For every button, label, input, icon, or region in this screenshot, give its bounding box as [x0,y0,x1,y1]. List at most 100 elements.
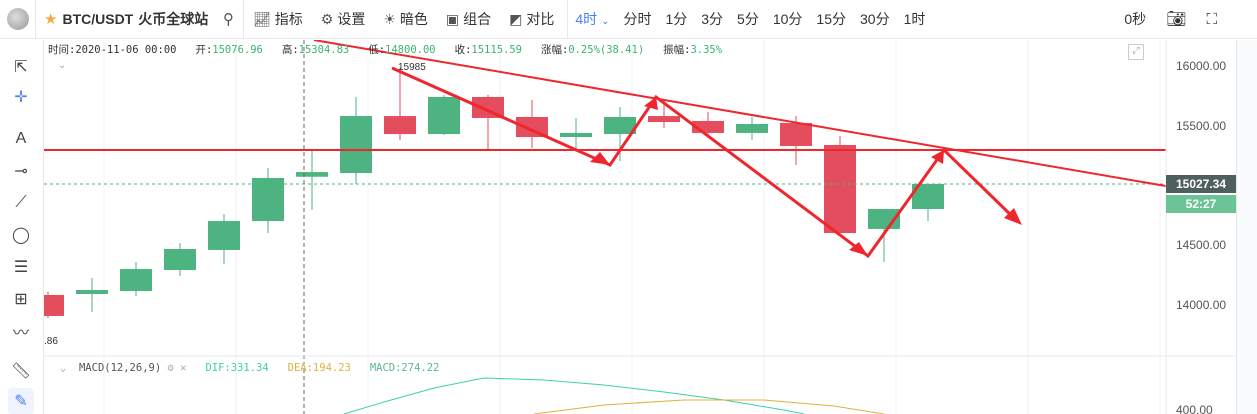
ruler-icon[interactable]: 📏︎ [10,363,32,380]
indicator-button[interactable]: 📈︎ 指标 [244,9,312,29]
price-label: 14000.00 [1176,298,1226,312]
arrow-head [644,97,658,110]
symbol-selector[interactable]: ★ BTC/USDT 火币全球站 [36,9,214,29]
open-value: 15076.96 [212,44,263,56]
grid-icon[interactable]: ⊞ [14,291,28,308]
camera-icon[interactable]: 📷︎ [1166,11,1187,28]
period-tab[interactable]: 30分 [860,11,890,27]
sun-icon: ☀ [383,10,396,27]
settings-label: 设置 [337,11,366,27]
combo-icon: ▣ [445,10,460,27]
macd-dea-line [533,399,885,414]
close-icon[interactable]: ✕ [180,362,187,374]
indicator-label: 指标 [274,11,303,27]
high-value: 15304.83 [298,44,350,56]
arrow-head [931,150,944,164]
exchange-name: 火币全球站 [138,11,209,27]
gear-icon[interactable]: ⚙ [167,362,174,374]
countdown: 0秒 [1124,11,1147,27]
current-price-tag: 15027.34 [1166,175,1236,193]
compare-button[interactable]: ◩ 对比 [500,9,563,29]
period-tab[interactable]: 分时 [623,11,652,27]
candle-body [296,172,328,177]
candle-body [516,117,548,138]
cursor-arrow-icon[interactable]: ⇱ [14,59,28,76]
gear-icon: ⚙ [320,10,334,27]
amplitude-value: 3.35% [690,44,723,56]
change-value: 0.25%(38.41) [568,44,645,56]
period-tab[interactable]: 5分 [737,11,759,27]
compare-icon: ◩ [509,10,523,27]
price-label: 16000.00 [1176,59,1226,73]
candle-body [384,116,416,135]
macd-legend: ⌄ MACD(12,26,9) ⚙ ✕ DIF:331.34 DEA:194.2… [60,362,439,374]
fullscreen-icon[interactable]: ⛶ [1206,10,1217,28]
macd-value: MACD:274.22 [369,362,440,374]
settings-button[interactable]: ⚙ 设置 [312,9,375,29]
macd-axis-label: 400.00 [1176,403,1213,414]
period-tab[interactable]: 3分 [701,11,724,27]
close-value: 15115.59 [471,44,522,56]
candle-body [252,177,284,222]
parallel-lines-icon[interactable]: ☰ [13,259,29,276]
crosshair-icon[interactable]: ✛ [14,89,28,106]
candle-body [76,290,108,294]
candle-body [648,116,680,123]
drawn-zigzag-arrows [391,66,1016,259]
candlestick-chart[interactable]: 15985 .86 16000.00 15500.00 14500.00 140… [44,40,1236,414]
period-tab[interactable]: 1分 [665,11,688,27]
candle-body [692,120,724,133]
ohlc-info-bar: 时间:2020-11-06 00:00 开:15076.96 高:15304.8… [48,44,723,56]
candle-body [428,96,460,135]
circle-icon[interactable]: ◯ [12,227,30,244]
drawing-toolbar: ⇱ ✛ A ⊸ ⟋ ◯ ☰ ⊞ 〰 📏︎ ✎ [0,40,44,414]
macd-dif-line [343,377,805,414]
candle-body [604,117,636,135]
dark-mode-button[interactable]: ☀ 暗色 [374,9,437,29]
search-icon[interactable]: ⚲ [214,0,244,39]
candle-body [208,221,240,250]
dif-value: DIF:331.34 [205,362,269,374]
low-value: 14800.00 [385,44,436,56]
max-price-label: 15985 [398,62,426,73]
top-toolbar: ★ BTC/USDT 火币全球站 ⚲ 📈︎ 指标 ⚙ 设置 ☀ 暗色 ▣ 组合 ◩ 对比 … [0,0,1257,39]
candle-body [120,269,152,291]
pen-icon[interactable]: ✎ [8,388,34,414]
dea-value: DEA:194.23 [287,362,351,374]
candle-body [736,123,768,133]
right-side-panel [1236,40,1257,414]
wave-icon[interactable]: 〰 [12,325,29,342]
indicator-icon: 📈︎ [253,10,271,27]
combo-label: 组合 [463,11,492,27]
time-value: 2020-11-06 00:00 [75,44,177,56]
combo-button[interactable]: ▣ 组合 [437,9,500,29]
arrow-head [590,152,610,165]
period-4h-dropdown[interactable]: 4时 ⌄ [568,9,616,29]
candle-body [560,132,592,138]
candle-body [780,123,812,147]
logo [0,0,36,39]
text-icon[interactable]: A [15,130,27,147]
candle-timer: 52:27 [1166,195,1236,213]
candle-body [164,249,196,270]
macd-title: MACD(12,26,9) [78,362,162,374]
star-icon[interactable]: ★ [44,11,58,28]
trend-line-icon[interactable]: ⟋ [15,194,27,211]
compare-label: 对比 [526,11,555,27]
dark-label: 暗色 [399,11,428,27]
candle-body [44,294,64,316]
expand-icon[interactable]: ⤢ [1128,44,1144,60]
collapse-chevron-icon[interactable]: ⌄ [60,362,67,374]
candle-body [340,116,372,174]
symbol-name: BTC/USDT [62,11,134,27]
chevron-down-icon: ⌄ [601,16,610,27]
price-label: 14500.00 [1176,238,1226,252]
period-4h-label: 4时 [575,11,598,27]
collapse-chevron-icon[interactable]: ⌄ [58,60,67,71]
period-tab[interactable]: 15分 [816,11,846,27]
candle-body [824,144,856,234]
horizontal-line-icon[interactable]: ⊸ [14,163,28,180]
period-tab[interactable]: 10分 [772,11,803,27]
period-tab[interactable]: 1时 [903,11,926,27]
drawn-trend-line [313,40,1167,187]
